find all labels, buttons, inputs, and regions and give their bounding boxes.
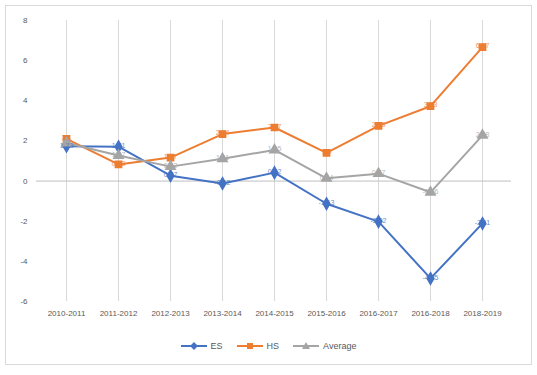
svg-text:-6: -6 xyxy=(20,297,28,306)
svg-text:2016-2018: 2016-2018 xyxy=(411,309,450,318)
svg-text:4: 4 xyxy=(23,96,28,105)
svg-text:2.34: 2.34 xyxy=(216,129,230,136)
svg-text:2.75: 2.75 xyxy=(372,121,386,128)
svg-text:2012-2013: 2012-2013 xyxy=(151,309,190,318)
svg-text:-4: -4 xyxy=(20,257,28,266)
svg-text:1.55: 1.55 xyxy=(268,145,282,152)
svg-text:-2.11: -2.11 xyxy=(475,219,491,226)
svg-text:-0.56: -0.56 xyxy=(423,188,439,195)
svg-text:-1.13: -1.13 xyxy=(319,199,335,206)
svg-text:0: 0 xyxy=(23,177,28,186)
svg-text:0.27: 0.27 xyxy=(164,171,178,178)
svg-text:2011-2012: 2011-2012 xyxy=(100,309,138,318)
html-text:Average: Average xyxy=(323,341,357,351)
svg-text:-4.85: -4.85 xyxy=(423,274,439,281)
svg-text:2: 2 xyxy=(23,136,28,145)
svg-text:8: 8 xyxy=(23,16,28,25)
svg-text:1.4: 1.4 xyxy=(322,148,332,155)
svg-text:2013-2014: 2013-2014 xyxy=(203,309,242,318)
svg-text:2018-2019: 2018-2019 xyxy=(463,309,502,318)
svg-text:2014-2015: 2014-2015 xyxy=(255,309,294,318)
svg-text:1.71: 1.71 xyxy=(112,142,126,149)
svg-text:2.28: 2.28 xyxy=(476,131,490,138)
svg-text:6: 6 xyxy=(23,56,28,65)
svg-text:0.72: 0.72 xyxy=(164,162,178,169)
svg-text:2.67: 2.67 xyxy=(268,123,282,130)
svg-text:1.27: 1.27 xyxy=(112,151,126,158)
svg-text:0.14: 0.14 xyxy=(320,174,334,181)
svg-text:0.83: 0.83 xyxy=(112,160,126,167)
svg-text:2010-2011: 2010-2011 xyxy=(48,309,86,318)
svg-text:0.42: 0.42 xyxy=(268,168,282,175)
svg-text:1.11: 1.11 xyxy=(216,154,229,161)
svg-text:2016-2017: 2016-2017 xyxy=(359,309,398,318)
svg-text:-2: -2 xyxy=(20,217,28,226)
svg-text:-2.02: -2.02 xyxy=(371,217,387,224)
svg-text:3.73: 3.73 xyxy=(424,101,438,108)
svg-text:-0.12: -0.12 xyxy=(215,179,231,186)
svg-text:1.9: 1.9 xyxy=(62,138,72,145)
html-text:ES: ES xyxy=(210,341,223,351)
html-text:HS: HS xyxy=(266,341,280,351)
svg-text:2015-2016: 2015-2016 xyxy=(307,309,346,318)
svg-text:1.17: 1.17 xyxy=(164,153,178,160)
svg-text:6.67: 6.67 xyxy=(476,42,490,49)
svg-text:0.37: 0.37 xyxy=(372,169,386,176)
